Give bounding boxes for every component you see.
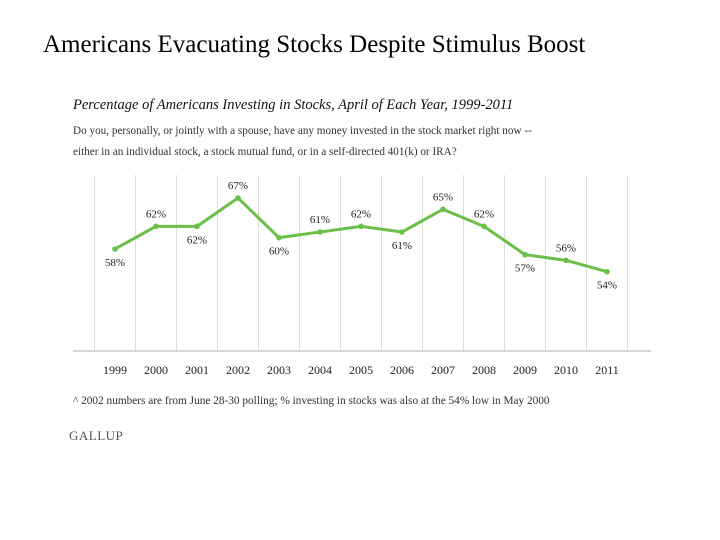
chart-subtitle: Percentage of Americans Investing in Sto… <box>73 97 514 113</box>
data-point <box>276 234 282 241</box>
x-tick-label: 2005 <box>349 363 373 377</box>
x-tick-label: 2001 <box>185 363 209 377</box>
x-tick-label: 2003 <box>267 363 291 377</box>
data-label: 60% <box>269 246 289 258</box>
question-line-1: Do you, personally, or jointly with a sp… <box>73 125 532 137</box>
data-point <box>358 223 364 230</box>
x-tick-label: 2002 <box>226 363 250 377</box>
survey-question: Do you, personally, or jointly with a sp… <box>73 121 653 163</box>
data-label: 57% <box>515 263 535 275</box>
gallup-logo: GALLUP <box>69 428 124 443</box>
data-label: 67% <box>228 180 248 192</box>
data-label: 65% <box>433 191 453 203</box>
x-tick-label: 2011 <box>595 363 619 377</box>
data-point <box>481 223 487 230</box>
x-tick-label: 2004 <box>308 363 332 377</box>
page-title: Americans Evacuating Stocks Despite Stim… <box>43 31 586 58</box>
x-tick-label: 2000 <box>144 363 168 377</box>
data-point <box>112 246 118 252</box>
data-label: 61% <box>392 240 412 252</box>
data-label: 56% <box>556 242 576 254</box>
data-point <box>235 195 241 201</box>
question-line-2: either in an individual stock, a stock m… <box>73 146 457 158</box>
data-label: 62% <box>146 208 166 220</box>
x-tick-label: 1999 <box>103 363 127 377</box>
data-label: 62% <box>187 234 207 246</box>
data-point <box>153 223 159 230</box>
x-tick-label: 2007 <box>431 363 455 377</box>
data-label: 62% <box>351 208 371 220</box>
data-point <box>194 223 200 230</box>
x-tick-label: 2006 <box>390 363 414 377</box>
data-point <box>399 229 405 235</box>
data-point <box>522 251 528 258</box>
data-point <box>604 268 610 275</box>
x-tick-label: 2008 <box>472 363 496 377</box>
data-point <box>317 229 323 235</box>
data-label: 61% <box>310 214 330 226</box>
x-tick-label: 2010 <box>554 363 578 377</box>
footnote: ^ 2002 numbers are from June 28-30 polli… <box>73 395 550 407</box>
x-tick-label: 2009 <box>513 363 537 377</box>
data-point <box>440 206 446 213</box>
data-label: 62% <box>474 208 494 220</box>
data-label: 58% <box>105 257 125 269</box>
data-point <box>563 257 569 264</box>
data-label: 54% <box>597 280 617 292</box>
